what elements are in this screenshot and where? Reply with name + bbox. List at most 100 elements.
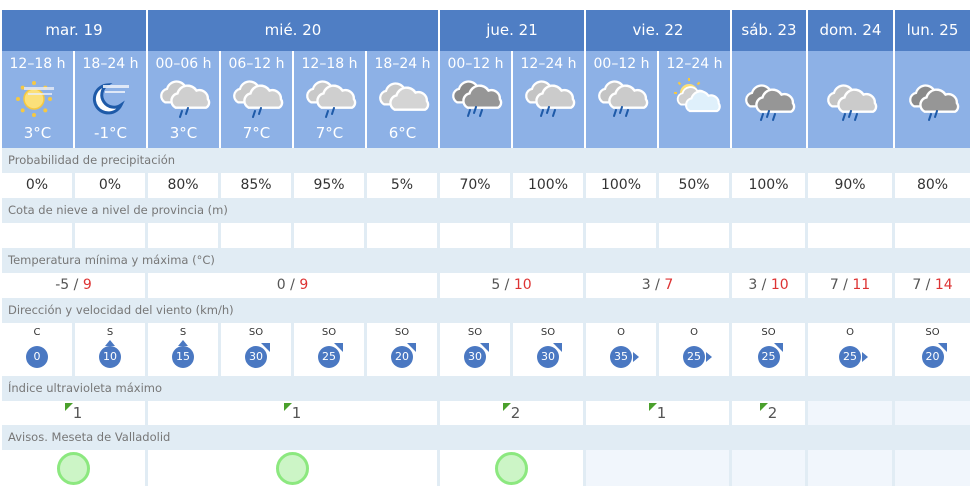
period-time: 00–06 h xyxy=(155,56,212,72)
wind-speed: 10 xyxy=(103,350,117,363)
period-cell: 12–24 h xyxy=(659,51,732,148)
snow-value xyxy=(895,223,970,248)
alert-cell xyxy=(440,450,586,486)
period-time: 12–18 h xyxy=(9,56,66,72)
precip-value: 0% xyxy=(75,173,148,198)
snow-value xyxy=(294,223,367,248)
alert-green-icon[interactable] xyxy=(495,451,528,485)
uv-value: 1 xyxy=(2,401,148,425)
day-header: dom. 24 xyxy=(808,10,895,51)
uv-value: 1 xyxy=(148,401,440,425)
temp-range: 5 / 10 xyxy=(440,273,586,298)
wind-direction: SO xyxy=(540,327,556,338)
period-cell: 00–12 h xyxy=(586,51,659,148)
uv-level-icon xyxy=(759,403,768,411)
day-header: mié. 20 xyxy=(148,10,440,51)
wind-speed: 25 xyxy=(322,350,336,363)
wind-direction: SO xyxy=(394,327,410,338)
uv-row: 1 1 2 1 2 xyxy=(2,401,970,425)
wind-speed: 30 xyxy=(468,350,482,363)
dark-cloud-rain-icon xyxy=(732,78,806,124)
precip-value: 100% xyxy=(586,173,659,198)
precip-value: 100% xyxy=(732,173,808,198)
temp-max: 7 xyxy=(664,277,674,293)
period-time: 12–24 h xyxy=(666,56,723,72)
cloudy-icon xyxy=(367,74,438,120)
wind-cell: S 15 xyxy=(148,323,221,376)
wind-direction: S xyxy=(106,327,114,338)
alerts-row xyxy=(2,450,970,486)
precip-value: 95% xyxy=(294,173,367,198)
wind-speed: 25 xyxy=(843,350,857,363)
temp-min: 0 xyxy=(276,277,286,293)
temp-range: 7 / 11 xyxy=(808,273,895,298)
period-temp: 3°C xyxy=(23,124,52,142)
wind-speed-badge: 30 xyxy=(537,343,562,368)
wind-direction: C xyxy=(33,327,41,338)
wind-speed-badge: 25 xyxy=(318,343,343,368)
cloud-light-rain-icon xyxy=(221,74,292,120)
uv-value xyxy=(895,401,970,425)
period-time: 00–12 h xyxy=(593,56,650,72)
wind-speed: 0 xyxy=(33,350,41,363)
wind-cell: SO 30 xyxy=(513,323,586,376)
uv-value: 2 xyxy=(732,401,808,425)
period-cell: 12–24 h xyxy=(513,51,586,148)
snow-value xyxy=(221,223,294,248)
period-temp: 7°C xyxy=(315,124,344,142)
dark-cloud-light-rain-icon xyxy=(895,78,970,124)
cloud-light-rain-icon xyxy=(294,74,365,120)
period-cell: 18–24 h 6°C xyxy=(367,51,440,148)
uv-number: 1 xyxy=(291,404,302,422)
temp-label: Temperatura mínima y máxima (°C) xyxy=(2,248,970,273)
temp-max: 14 xyxy=(934,277,953,293)
uv-level-icon xyxy=(283,403,292,411)
uv-number: 1 xyxy=(72,404,83,422)
cloud-rain-icon xyxy=(586,74,657,120)
temp-max: 9 xyxy=(299,277,309,293)
temp-min: 3 xyxy=(748,277,758,293)
alert-cell xyxy=(586,450,732,486)
snow-label: Cota de nieve a nivel de provincia (m) xyxy=(2,198,970,223)
temp-range: 0 / 9 xyxy=(148,273,440,298)
day-header: jue. 21 xyxy=(440,10,586,51)
wind-speed-badge: 10 xyxy=(99,340,121,368)
snow-value xyxy=(75,223,148,248)
wind-cell: SO 30 xyxy=(440,323,513,376)
wind-label: Dirección y velocidad del viento (km/h) xyxy=(2,298,970,323)
wind-direction: O xyxy=(846,327,854,338)
temp-max: 10 xyxy=(513,277,532,293)
temp-max: 10 xyxy=(770,277,789,293)
temp-min: 7 xyxy=(829,277,839,293)
cloud-light-rain-icon xyxy=(148,74,219,120)
precip-value: 90% xyxy=(808,173,895,198)
wind-speed-badge: 20 xyxy=(921,343,947,368)
sun-cloud-icon xyxy=(659,74,730,120)
uv-value xyxy=(808,401,895,425)
period-cell xyxy=(732,51,808,148)
wind-speed-badge: 30 xyxy=(464,343,489,368)
period-time: 18–24 h xyxy=(374,56,431,72)
uv-level-icon xyxy=(648,403,657,411)
snow-value xyxy=(367,223,440,248)
wind-speed: 20 xyxy=(925,350,940,363)
alert-green-icon[interactable] xyxy=(276,451,309,485)
period-temp: 3°C xyxy=(169,124,198,142)
snow-value xyxy=(2,223,75,248)
wind-cell: SO 30 xyxy=(221,323,294,376)
alert-green-icon[interactable] xyxy=(57,451,90,485)
uv-level-icon xyxy=(502,403,511,411)
uv-number: 1 xyxy=(656,404,667,422)
uv-number: 2 xyxy=(767,404,778,422)
precip-row: 0% 0% 80% 85% 95% 5% 70% 100% 100% 50% 100% 90% 80% xyxy=(2,173,970,198)
wind-speed: 30 xyxy=(541,350,555,363)
wind-direction: S xyxy=(179,327,187,338)
day-header-row: mar. 19 mié. 20 jue. 21 vie. 22 sáb. 23 dom. … xyxy=(2,10,970,51)
day-header: sáb. 23 xyxy=(732,10,808,51)
wind-row: C 0 S 10 S 15 SO 30 SO 25 SO 20 SO 30 SO 30 O 35 O 25 SO 25 O 2… xyxy=(2,323,970,376)
wind-direction: SO xyxy=(467,327,483,338)
wind-cell: SO 20 xyxy=(895,323,970,376)
dark-cloud-rain-icon xyxy=(440,74,511,120)
